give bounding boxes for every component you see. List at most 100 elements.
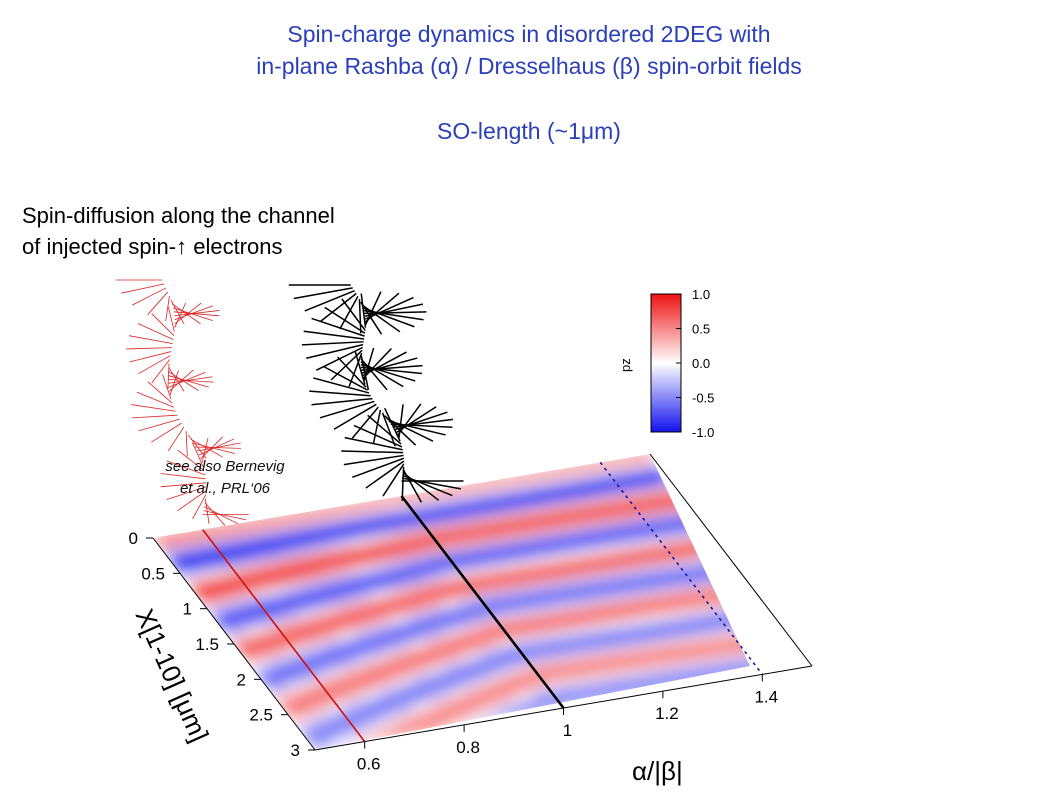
spin-vector [204, 502, 226, 526]
spin-vector [367, 414, 402, 445]
heatmap-cell [343, 586, 368, 597]
heatmap-cell [520, 620, 545, 630]
heatmap-cell [343, 671, 368, 681]
spin-vector [129, 351, 172, 363]
heatmap-cell [621, 469, 646, 480]
heatmap-cell [764, 657, 788, 666]
heatmap-cell [568, 513, 593, 524]
heatmap-cell [463, 658, 488, 668]
heatmap-cell [663, 638, 688, 648]
heatmap-cell [472, 698, 497, 709]
heatmap-cell [181, 544, 206, 554]
spin-vector [136, 391, 175, 408]
heatmap-cell [683, 663, 707, 673]
spin-vector [128, 335, 173, 345]
heatmap-cell [668, 644, 693, 655]
heatmap-cell [530, 492, 555, 502]
heatmap-cell [320, 555, 345, 566]
heatmap-cell [587, 510, 612, 521]
heatmap-cell [363, 611, 387, 622]
heatmap-cell [654, 541, 679, 551]
heatmap-cell [296, 609, 321, 619]
heatmap-cell [473, 529, 497, 540]
heatmap-cell [563, 676, 588, 687]
heatmap-cell [468, 551, 493, 562]
spin-vector [165, 295, 170, 322]
heatmap-cell [411, 505, 435, 515]
heatmap-cell [406, 527, 431, 537]
heatmap-cell [501, 567, 526, 577]
x-tick-label: 1.2 [655, 704, 679, 723]
heatmap-cell [410, 674, 435, 684]
heatmap-cell [525, 654, 550, 665]
heatmap-cell [558, 670, 583, 680]
heatmap-cell [272, 634, 297, 644]
heatmap-cell [310, 571, 335, 581]
heatmap-cell [320, 612, 344, 622]
spin-vector [168, 369, 194, 392]
heatmap-cell [267, 571, 292, 582]
spin-vector [167, 306, 175, 332]
heatmap-cell [654, 626, 679, 636]
heatmap-cell [501, 680, 526, 690]
heatmap-cell [425, 552, 450, 562]
heatmap-cell [219, 565, 244, 576]
heatmap-cell [468, 636, 492, 646]
heatmap-cell [338, 693, 363, 703]
heatmap-cell [592, 685, 617, 696]
heatmap-cell [573, 520, 598, 530]
spin-vector [341, 298, 366, 331]
heatmap-cell [473, 501, 498, 512]
heatmap-cell [630, 454, 655, 464]
heatmap-cell [224, 628, 249, 638]
spin-vector [395, 406, 437, 434]
heatmap-cell [377, 517, 402, 528]
heatmap-cell [544, 538, 569, 549]
heatmap-cell [253, 581, 278, 591]
heatmap-cell [496, 701, 521, 712]
heatmap-cell [458, 623, 483, 634]
heatmap-cell [491, 695, 516, 706]
colorbar-tick-label: 0.0 [692, 356, 710, 371]
heatmap-cell [410, 561, 435, 572]
heatmap-cell [635, 601, 660, 611]
heatmap-cell [735, 619, 750, 629]
heatmap-cell [630, 623, 655, 633]
heatmap-cell [496, 645, 521, 656]
spin-vector [316, 346, 363, 371]
heatmap-cell [210, 525, 235, 535]
heatmap-cell [520, 648, 545, 659]
heatmap-cell [305, 706, 330, 716]
spin-vector [396, 403, 422, 436]
heatmap-cell [358, 662, 383, 672]
heatmap-cell [444, 605, 469, 615]
heatmap-cell [563, 620, 588, 630]
heatmap-cell [381, 693, 406, 703]
heatmap-cell [243, 596, 268, 607]
reference-line-1: see also Bernevig [165, 458, 285, 475]
spin-vector [401, 466, 405, 501]
heatmap-cell [344, 558, 368, 569]
heatmap-cell [305, 734, 330, 744]
heatmap-cell [492, 554, 517, 565]
heatmap-cell [367, 702, 392, 713]
heatmap-cell [224, 543, 249, 554]
spin-vector [301, 341, 364, 346]
heatmap-cell [640, 635, 664, 645]
heatmap-cell [664, 525, 689, 536]
heatmap-cell [611, 457, 636, 467]
heatmap-cell [324, 590, 349, 600]
heatmap-cell [515, 670, 540, 681]
heatmap-cell [467, 692, 492, 703]
heatmap-cell [353, 514, 378, 525]
heatmap-cell [506, 489, 531, 499]
spin-vector [343, 454, 404, 466]
heatmap-cell [530, 576, 555, 587]
heatmap-cell [219, 622, 244, 632]
heatmap-cell [205, 547, 230, 557]
heatmap-cell [425, 608, 450, 618]
heatmap-cell [520, 507, 545, 518]
heatmap-cell [606, 620, 631, 630]
heatmap-cell [172, 531, 196, 542]
heatmap-cell [482, 570, 507, 581]
